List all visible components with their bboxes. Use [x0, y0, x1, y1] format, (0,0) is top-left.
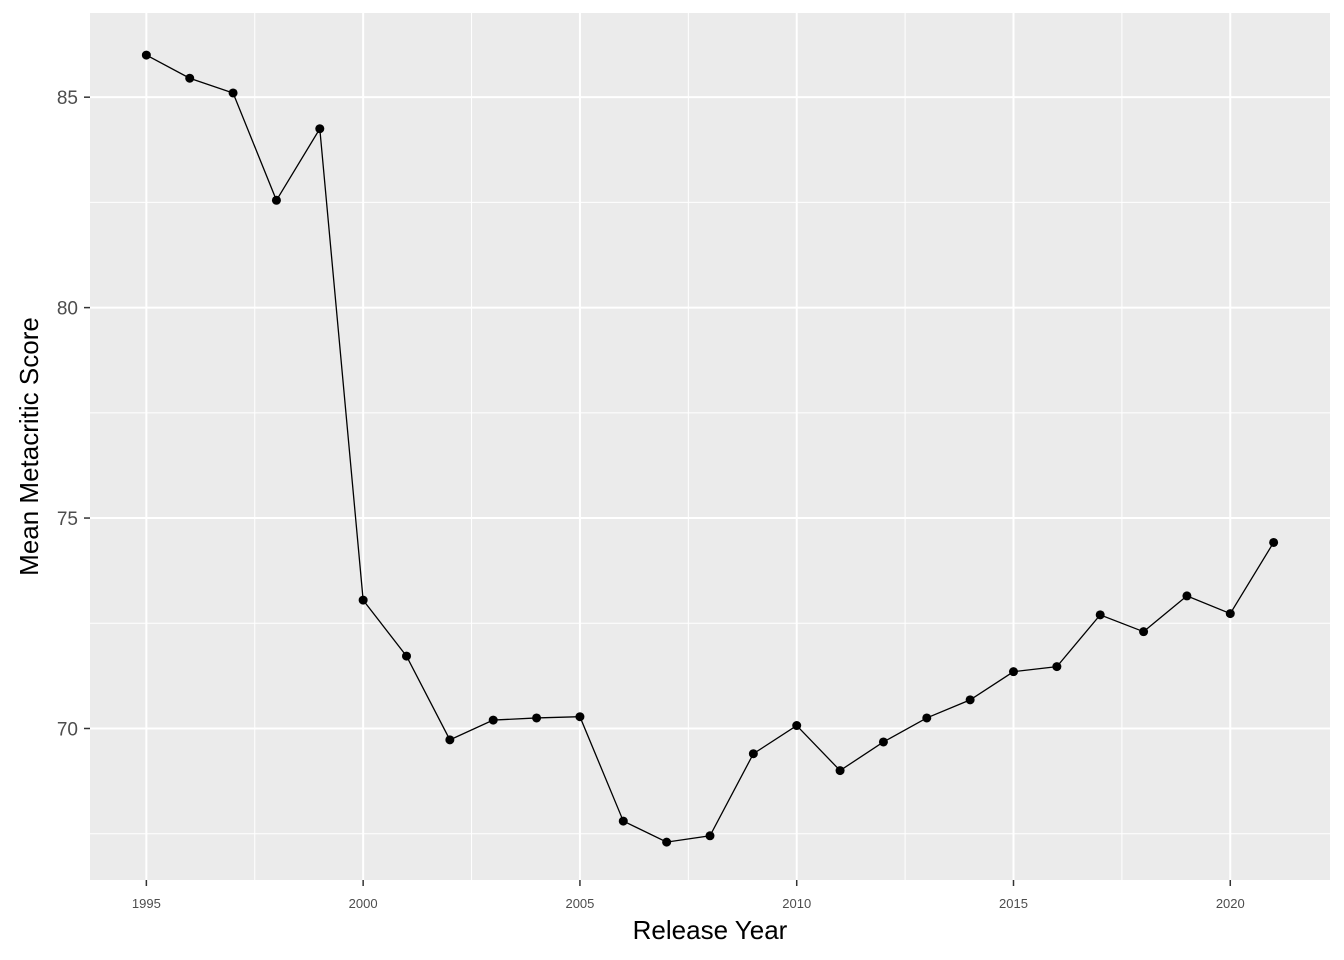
x-tick-label: 2015 [999, 896, 1028, 911]
x-tick-label: 2000 [349, 896, 378, 911]
data-point [141, 50, 151, 60]
data-point [792, 721, 802, 731]
y-tick-label: 80 [57, 299, 78, 320]
data-point [1225, 609, 1235, 619]
data-point [1269, 537, 1279, 547]
data-point [835, 766, 845, 776]
x-tick-label: 2010 [782, 896, 811, 911]
data-points [141, 50, 1279, 847]
x-tick-label: 1995 [132, 896, 161, 911]
data-point [922, 713, 932, 723]
y-axis-tick-labels: 70 75 80 85 [57, 88, 78, 740]
data-point [1095, 610, 1105, 620]
data-point [358, 595, 368, 605]
data-point [402, 651, 412, 661]
y-tick-label: 70 [57, 719, 78, 740]
x-axis-tick-labels: 1995 2000 2005 2010 2015 2020 [132, 896, 1245, 911]
axis-ticks [84, 96, 1232, 886]
data-point [1008, 667, 1018, 677]
data-point [705, 831, 715, 841]
data-point [1182, 591, 1192, 601]
data-point [445, 735, 455, 745]
data-point [271, 195, 281, 205]
data-point [748, 749, 758, 759]
x-tick-label: 2005 [565, 896, 594, 911]
data-point [488, 715, 498, 725]
data-point [575, 712, 585, 722]
y-axis-title: Mean Metacritic Score [14, 317, 44, 576]
data-point [662, 837, 672, 847]
data-point [315, 124, 325, 134]
data-point [965, 695, 975, 705]
x-axis-title: Release Year [633, 915, 788, 945]
data-point [532, 713, 542, 723]
data-point [185, 73, 195, 83]
y-tick-label: 85 [57, 88, 78, 109]
y-tick-label: 75 [57, 509, 78, 530]
major-gridlines [90, 13, 1330, 880]
data-point [618, 816, 628, 826]
x-tick-label: 2020 [1216, 896, 1245, 911]
plot-panel [90, 13, 1330, 880]
data-point [878, 737, 888, 747]
data-point [228, 88, 238, 98]
data-point [1139, 627, 1149, 637]
data-point [1052, 662, 1062, 672]
